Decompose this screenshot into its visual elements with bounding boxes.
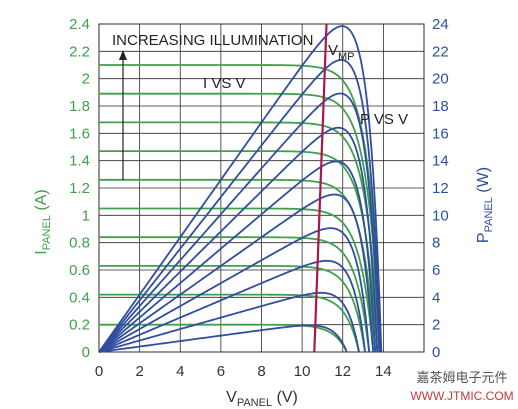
increasing-annotation: INCREASING ILLUMINATION (112, 32, 313, 180)
pv-curves (98, 25, 383, 353)
watermark-line2: WWW.JTMIC.COM (410, 389, 513, 403)
x-tick-label: 8 (257, 363, 265, 380)
y-left-tick-label: 1 (82, 207, 90, 224)
y-right-tick-label: 14 (432, 153, 449, 170)
vmp-line (313, 23, 328, 353)
y-right-tick-label: 24 (432, 16, 449, 33)
y-left-tick-label: 2.4 (69, 16, 90, 33)
y-left-tick-label: 0 (82, 344, 90, 361)
pv-curve-10 (98, 25, 383, 353)
y-right-tick-label: 22 (432, 43, 449, 60)
y-right-tick-label: 2 (432, 317, 440, 334)
y-left-tick-label: 1.8 (69, 98, 90, 115)
y-left-tick-label: 1.6 (69, 125, 90, 142)
y-right-tick-label: 4 (432, 289, 440, 306)
vmp-trace (313, 23, 328, 353)
x-tick-label: 2 (135, 363, 143, 380)
iv-curve-7 (99, 150, 379, 353)
increasing-label: INCREASING ILLUMINATION (112, 32, 313, 49)
x-tick-label: 14 (375, 363, 392, 380)
y-right-tick-label: 8 (432, 235, 440, 252)
watermark-bg (408, 362, 516, 407)
pv-curve-7 (98, 126, 379, 353)
iv-curve-9 (99, 92, 382, 353)
x-tick-label: 4 (176, 363, 184, 380)
y-left-tick-label: 0.2 (69, 317, 90, 334)
y-right-tick-label: 10 (432, 207, 449, 224)
y-right-tick-label: 0 (432, 344, 440, 361)
iv-curve-10 (99, 64, 383, 353)
y-left-tick-label: 0.4 (69, 289, 90, 306)
increasing-arrow-head (119, 50, 127, 60)
pv-curve-8 (98, 92, 381, 353)
pv-curve-1 (98, 324, 348, 353)
iv-label: I VS V (203, 75, 246, 92)
watermark-line1: 嘉茶姆电子元件 (416, 370, 507, 385)
pv-curve-6 (98, 160, 377, 353)
x-tick-label: 0 (95, 363, 103, 380)
x-tick-label: 6 (217, 363, 225, 380)
y-left-tick-label: 2 (82, 71, 90, 88)
y-right-axis-label: PPANEL (W) (475, 167, 495, 243)
y-left-tick-label: 1.4 (69, 153, 90, 170)
y-right-tick-label: 6 (432, 262, 440, 279)
x-tick-label: 12 (334, 363, 351, 380)
y-left-tick-label: 0.8 (69, 235, 90, 252)
x-tick-label: 10 (294, 363, 311, 380)
pv-curve-4 (98, 227, 371, 353)
iv-curve-3 (99, 265, 366, 353)
iv-curve-6 (99, 178, 377, 353)
y-left-tick-label: 1.2 (69, 180, 90, 197)
y-right-tick-label: 16 (432, 125, 449, 142)
pv-label: P VS V (360, 111, 408, 128)
y-right-tick-label: 20 (432, 71, 449, 88)
tick-labels: 00.20.40.60.811.21.41.61.822.22.40246810… (69, 16, 449, 380)
y-right-tick-label: 18 (432, 98, 449, 115)
pv-curve-5 (98, 193, 375, 353)
y-left-tick-label: 0.6 (69, 262, 90, 279)
pv-curve-3 (98, 259, 366, 353)
x-axis-label: VPANEL (V) (226, 389, 298, 409)
vmp-label: VMP (328, 42, 355, 63)
y-left-tick-label: 2.2 (69, 43, 90, 60)
iv-curve-5 (99, 207, 375, 353)
y-right-tick-label: 12 (432, 180, 449, 197)
pv-curve-9 (98, 59, 382, 353)
y-left-axis-label: IPANEL (A) (33, 189, 53, 255)
